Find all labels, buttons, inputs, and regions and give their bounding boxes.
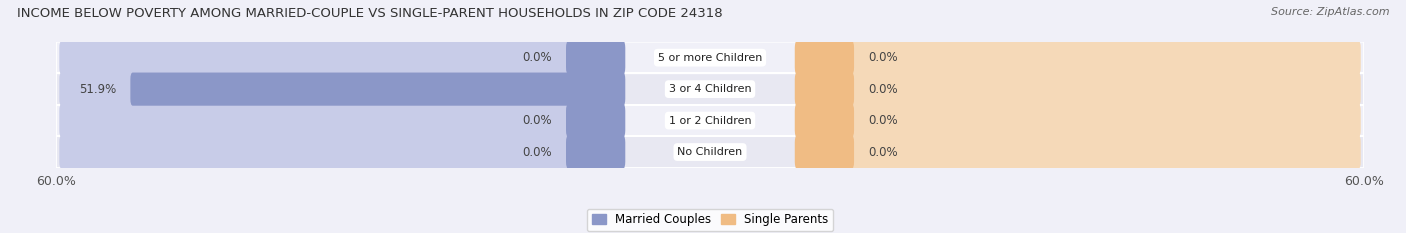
Text: 0.0%: 0.0% [523,114,553,127]
Text: INCOME BELOW POVERTY AMONG MARRIED-COUPLE VS SINGLE-PARENT HOUSEHOLDS IN ZIP COD: INCOME BELOW POVERTY AMONG MARRIED-COUPL… [17,7,723,20]
FancyBboxPatch shape [59,135,626,169]
FancyBboxPatch shape [56,73,1364,105]
FancyBboxPatch shape [59,72,626,106]
FancyBboxPatch shape [131,72,626,106]
FancyBboxPatch shape [56,136,1364,168]
FancyBboxPatch shape [56,105,1364,136]
Text: Source: ZipAtlas.com: Source: ZipAtlas.com [1271,7,1389,17]
Legend: Married Couples, Single Parents: Married Couples, Single Parents [586,209,834,231]
FancyBboxPatch shape [794,104,1361,137]
FancyBboxPatch shape [794,135,1361,169]
FancyBboxPatch shape [794,41,853,74]
Text: 0.0%: 0.0% [523,51,553,64]
Text: 0.0%: 0.0% [868,51,897,64]
FancyBboxPatch shape [567,41,626,74]
FancyBboxPatch shape [567,104,626,137]
FancyBboxPatch shape [59,41,626,74]
Text: 51.9%: 51.9% [79,83,117,96]
Text: 0.0%: 0.0% [868,146,897,158]
FancyBboxPatch shape [794,104,853,137]
Text: 0.0%: 0.0% [523,146,553,158]
FancyBboxPatch shape [567,135,626,169]
FancyBboxPatch shape [56,42,1364,73]
Text: 3 or 4 Children: 3 or 4 Children [669,84,751,94]
Text: 0.0%: 0.0% [868,114,897,127]
Text: 0.0%: 0.0% [868,83,897,96]
Text: 1 or 2 Children: 1 or 2 Children [669,116,751,126]
Text: 5 or more Children: 5 or more Children [658,53,762,63]
FancyBboxPatch shape [794,135,853,169]
FancyBboxPatch shape [794,72,853,106]
FancyBboxPatch shape [794,41,1361,74]
Text: No Children: No Children [678,147,742,157]
FancyBboxPatch shape [794,72,1361,106]
FancyBboxPatch shape [59,104,626,137]
